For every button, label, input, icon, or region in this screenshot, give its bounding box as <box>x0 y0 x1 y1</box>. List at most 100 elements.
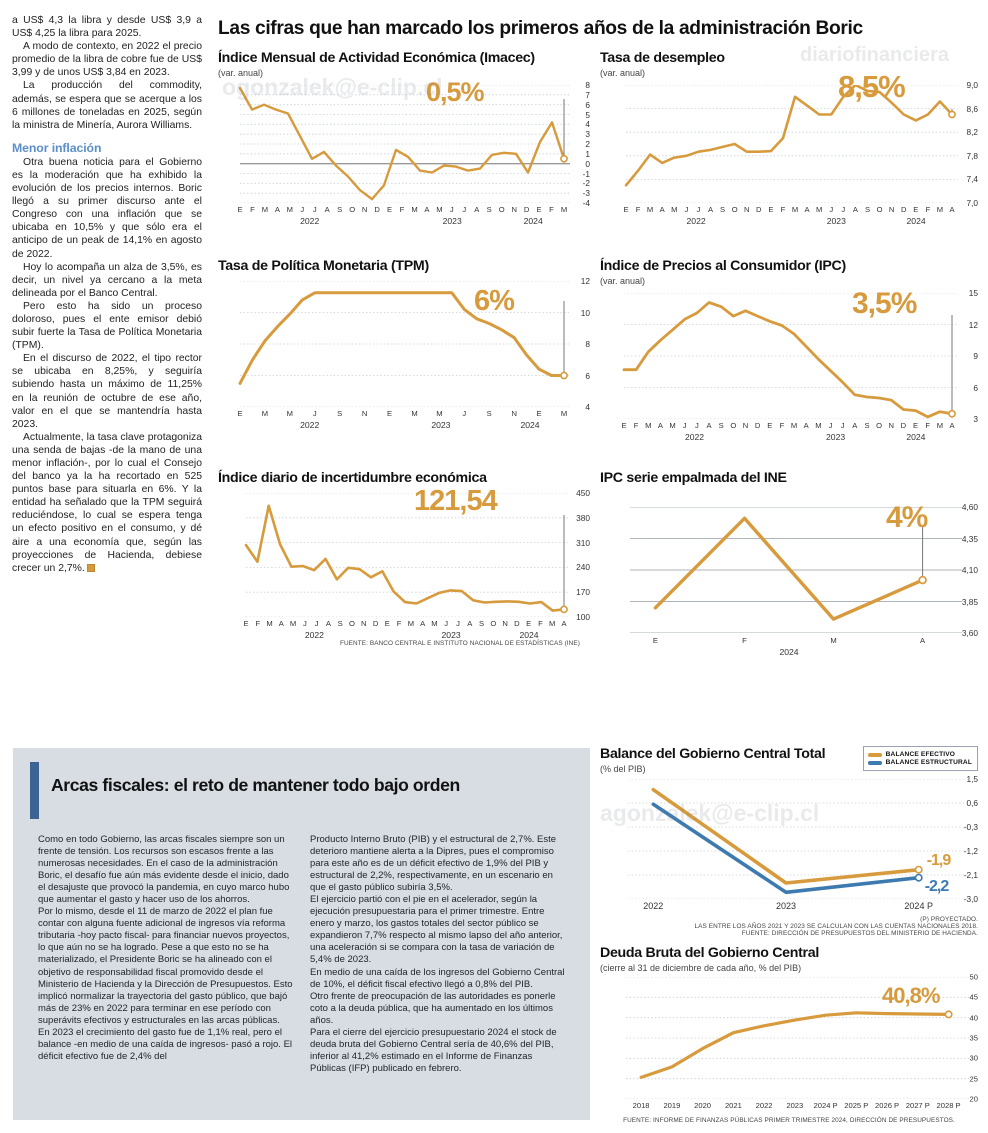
chart-title: Índice Mensual de Actividad Económica (I… <box>218 50 535 66</box>
x-axis-month-tick: M <box>815 421 822 430</box>
x-axis-month-tick: A <box>657 421 663 430</box>
x-axis-year-tick: 2024 <box>520 420 540 430</box>
x-axis-month-tick: A <box>920 636 926 645</box>
x-axis-month-tick: S <box>720 205 726 214</box>
callout-value: 6% <box>474 285 515 317</box>
data-line <box>639 1011 951 1079</box>
chart-svg <box>244 493 570 617</box>
x-axis-month-tick: J <box>444 619 449 628</box>
x-axis-month-tick: D <box>900 205 907 214</box>
x-axis-month-tick: E <box>384 619 390 628</box>
x-axis-month-tick: F <box>250 205 255 214</box>
x-axis-month-tick: E <box>621 421 627 430</box>
x-axis-month-tick: O <box>730 421 737 430</box>
chart-plot-area: 50 45 40 35 30 25 20 40,8% <box>600 973 978 1104</box>
chart-plot-area: 9,0 8,6 8,2 7,8 7,4 7,0 8,5% <box>600 71 978 208</box>
last-point-marker <box>948 409 956 418</box>
data-line <box>238 86 566 201</box>
paragraph: Por lo mismo, desde el 11 de marzo de 20… <box>38 906 293 1026</box>
x-axis-month-tick: E <box>386 205 393 214</box>
chart-svg <box>624 85 958 203</box>
x-axis-month-tick: F <box>538 619 543 628</box>
x-axis-month-tick: M <box>790 421 798 430</box>
x-axis-month-tick: M <box>560 205 568 214</box>
chart-note: (P) PROYECTADO. <box>920 916 978 923</box>
fiscal-column-2: Producto Interno Bruto (PIB) y el estruc… <box>310 834 568 1075</box>
chart-subtitle: (var. anual) <box>600 276 646 286</box>
fiscal-column-1: Como en todo Gobierno, las arcas fiscale… <box>38 834 296 1075</box>
y-axis-tick: 100 <box>576 612 590 622</box>
x-axis-month-tick: S <box>479 619 485 628</box>
x-axis-year-tick: 2022 <box>300 420 320 430</box>
x-axis-month-tick: N <box>742 421 749 430</box>
chart-svg <box>630 507 962 633</box>
y-axis-tick: 240 <box>576 562 590 573</box>
x-axis-month-tick: A <box>474 205 480 214</box>
x-axis-month-tick: O <box>498 205 505 214</box>
x-axis-month-tick: A <box>949 205 955 214</box>
y-axis-tick: 3 <box>973 414 978 424</box>
y-axis-tick: 8,2 <box>966 127 978 138</box>
x-axis-category-tick: 2024 P <box>904 901 933 911</box>
legend-item[interactable]: BALANCE EFECTIVO <box>867 751 972 758</box>
x-axis-month-tick: M <box>261 205 269 214</box>
x-axis-month-tick: F <box>399 205 405 214</box>
callout-value: 40,8% <box>882 983 940 1008</box>
chart-source: FUENTE: INFORME DE FINANZAS PÚBLICAS PRI… <box>623 1117 955 1124</box>
chart-title: Índice diario de incertidumbre económica <box>218 470 487 486</box>
y-axis-tick: 6 <box>585 370 590 381</box>
paragraph: Producto Interno Bruto (PIB) y el estruc… <box>310 834 557 894</box>
y-axis-tick: -1 <box>582 168 590 179</box>
x-axis-categories: 2018 2019 2020 2021 2022 2023 2024 P 2025 P 2026… <box>600 1101 978 1115</box>
x-axis-month-tick: J <box>300 205 305 214</box>
x-axis-month-tick: S <box>864 421 870 430</box>
x-axis-year-tick: 2024 <box>523 216 543 226</box>
data-line <box>622 301 954 419</box>
x-axis-month-tick: J <box>302 619 307 628</box>
y-axis-tick: 1,5 <box>966 774 978 784</box>
x-axis-month-tick: A <box>274 205 280 214</box>
paragraph: En medio de una caída de los ingresos de… <box>310 966 565 990</box>
x-axis-month-tick: F <box>255 619 261 628</box>
last-point-marker <box>944 1010 953 1019</box>
paragraph: Actualmente, la tasa clave protagoniza u… <box>12 431 202 575</box>
y-axis-tick: 30 <box>969 1053 978 1063</box>
last-point-marker-series-1 <box>914 873 923 882</box>
x-axis-month-tick: D <box>372 619 379 628</box>
x-axis-month-tick: F <box>633 421 639 430</box>
chart-svg <box>238 85 570 203</box>
chart-title: Índice de Precios al Consumidor (IPC) <box>600 258 846 274</box>
x-axis-year-tick: 2024 <box>906 432 926 442</box>
accent-bar <box>30 762 39 819</box>
y-axis-tick: 12 <box>580 276 590 286</box>
x-axis-month-tick: D <box>374 205 380 214</box>
y-axis-tick: 3 <box>585 129 590 140</box>
x-axis-month-tick: D <box>900 421 907 430</box>
chart-svg <box>238 281 570 407</box>
x-axis-month-tick: E <box>652 636 658 645</box>
x-axis-years: 2022 2023 2024 <box>218 420 590 442</box>
x-axis-category-tick: 2025 P <box>844 1101 869 1110</box>
x-axis-month-tick: N <box>743 205 750 214</box>
x-axis-month-tick: M <box>436 409 443 418</box>
legend-item[interactable]: BALANCE ESTRUCTURAL <box>867 759 972 766</box>
chart-svg <box>626 977 972 1099</box>
last-point-marker <box>560 605 568 614</box>
callout-value: 0,5% <box>426 77 485 107</box>
x-axis-month-tick: J <box>829 205 834 214</box>
x-axis-category-tick: 2027 P <box>905 1101 930 1110</box>
x-axis-month-tick: A <box>561 619 567 628</box>
y-axis-tick: -3,0 <box>963 894 978 904</box>
x-axis-month-tick: O <box>490 619 497 628</box>
x-axis-month-tick: M <box>816 205 823 214</box>
x-axis-month-tick: M <box>289 619 297 628</box>
chart-svg <box>622 293 958 419</box>
y-axis-tick: -0,3 <box>963 822 978 832</box>
y-axis-tick: 15 <box>968 288 978 298</box>
callout-value: 8,5% <box>838 69 906 104</box>
y-axis-tick: 310 <box>576 537 590 548</box>
x-axis-month-tick: S <box>718 421 724 430</box>
